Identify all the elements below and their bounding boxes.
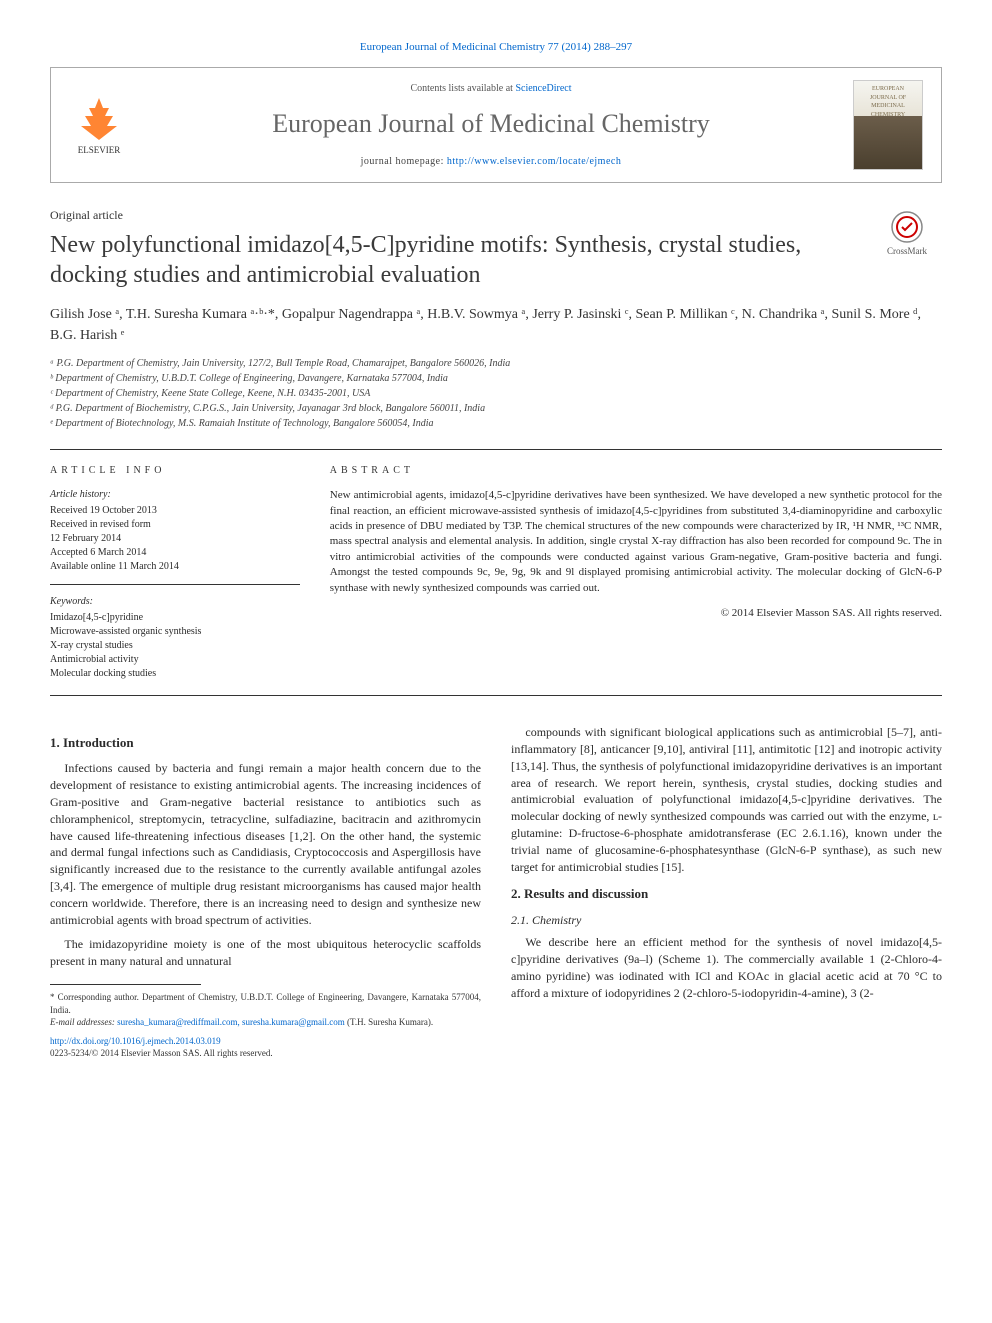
history-item: Received 19 October 2013 (50, 504, 300, 518)
author-email-link[interactable]: suresha_kumara@rediffmail.com, suresha.k… (117, 1017, 345, 1027)
publisher-name: ELSEVIER (78, 144, 121, 157)
contents-prefix: Contents lists available at (410, 83, 515, 94)
crossmark-label: CrossMark (887, 246, 927, 256)
journal-header: ELSEVIER Contents lists available at Sci… (50, 67, 942, 183)
history-item: Available online 11 March 2014 (50, 560, 300, 574)
history-label: Article history: (50, 488, 300, 502)
body-paragraph: The imidazopyridine moiety is one of the… (50, 936, 481, 970)
authors-line: Gilish Jose ᵃ, T.H. Suresha Kumara ᵃ·ᵇ·*… (50, 304, 942, 346)
keyword: Microwave-assisted organic synthesis (50, 625, 300, 639)
journal-cover-thumbnail: EUROPEAN JOURNAL OF MEDICINAL CHEMISTRY (853, 80, 923, 170)
elsevier-logo: ELSEVIER (69, 90, 129, 160)
body-paragraph: compounds with significant biological ap… (511, 724, 942, 875)
corresponding-author-note: * Corresponding author. Department of Ch… (50, 991, 481, 1016)
sciencedirect-link[interactable]: ScienceDirect (515, 83, 571, 94)
crossmark-badge[interactable]: CrossMark (872, 211, 942, 258)
doi-link[interactable]: http://dx.doi.org/10.1016/j.ejmech.2014.… (50, 1036, 221, 1046)
abstract-heading: ABSTRACT (330, 464, 942, 478)
issn-line: 0223-5234/© 2014 Elsevier Masson SAS. Al… (50, 1048, 273, 1058)
keywords-label: Keywords: (50, 595, 300, 609)
keyword: Molecular docking studies (50, 667, 300, 681)
cover-top-text: EUROPEAN JOURNAL OF MEDICINAL CHEMISTRY (858, 85, 918, 119)
body-paragraph: Infections caused by bacteria and fungi … (50, 760, 481, 928)
crossmark-icon (891, 211, 923, 243)
homepage-prefix: journal homepage: (361, 156, 447, 167)
abstract-copyright: © 2014 Elsevier Masson SAS. All rights r… (330, 606, 942, 621)
info-abstract-row: ARTICLE INFO Article history: Received 1… (50, 449, 942, 696)
email-label: E-mail addresses: (50, 1017, 117, 1027)
contents-available-line: Contents lists available at ScienceDirec… (147, 82, 835, 96)
journal-homepage-line: journal homepage: http://www.elsevier.co… (147, 155, 835, 169)
journal-name: European Journal of Medicinal Chemistry (147, 106, 835, 142)
doi-block: http://dx.doi.org/10.1016/j.ejmech.2014.… (50, 1035, 481, 1060)
subsection-heading-chemistry: 2.1. Chemistry (511, 912, 942, 929)
footnotes: * Corresponding author. Department of Ch… (50, 991, 481, 1029)
email-suffix: (T.H. Suresha Kumara). (345, 1017, 433, 1027)
email-line: E-mail addresses: suresha_kumara@rediffm… (50, 1016, 481, 1029)
affiliation: ᵈ P.G. Department of Biochemistry, C.P.G… (50, 401, 942, 416)
keyword: Antimicrobial activity (50, 653, 300, 667)
history-item: Received in revised form (50, 518, 300, 532)
affiliation: ᶜ Department of Chemistry, Keene State C… (50, 386, 942, 401)
article-info-heading: ARTICLE INFO (50, 464, 300, 478)
elsevier-tree-icon (75, 94, 123, 142)
keyword: Imidazo[4,5-c]pyridine (50, 611, 300, 625)
affiliations: ᵃ P.G. Department of Chemistry, Jain Uni… (50, 356, 942, 431)
body-two-columns: 1. Introduction Infections caused by bac… (50, 724, 942, 1060)
citation-line: European Journal of Medicinal Chemistry … (50, 40, 942, 55)
keyword: X-ray crystal studies (50, 639, 300, 653)
footnote-rule (50, 984, 201, 985)
affiliation: ᵇ Department of Chemistry, U.B.D.T. Coll… (50, 371, 942, 386)
article-type: Original article (50, 207, 942, 224)
abstract: ABSTRACT New antimicrobial agents, imida… (330, 464, 942, 681)
section-heading-results: 2. Results and discussion (511, 885, 942, 903)
history-item: Accepted 6 March 2014 (50, 546, 300, 560)
article-title: New polyfunctional imidazo[4,5-C]pyridin… (50, 230, 942, 290)
abstract-text: New antimicrobial agents, imidazo[4,5-c]… (330, 488, 942, 596)
affiliation: ᵃ P.G. Department of Chemistry, Jain Uni… (50, 356, 942, 371)
affiliation: ᵉ Department of Biotechnology, M.S. Rama… (50, 416, 942, 431)
article-info: ARTICLE INFO Article history: Received 1… (50, 464, 300, 681)
body-paragraph: We describe here an efficient method for… (511, 934, 942, 1001)
journal-homepage-link[interactable]: http://www.elsevier.com/locate/ejmech (447, 156, 621, 167)
history-item: 12 February 2014 (50, 532, 300, 546)
section-heading-introduction: 1. Introduction (50, 734, 481, 752)
